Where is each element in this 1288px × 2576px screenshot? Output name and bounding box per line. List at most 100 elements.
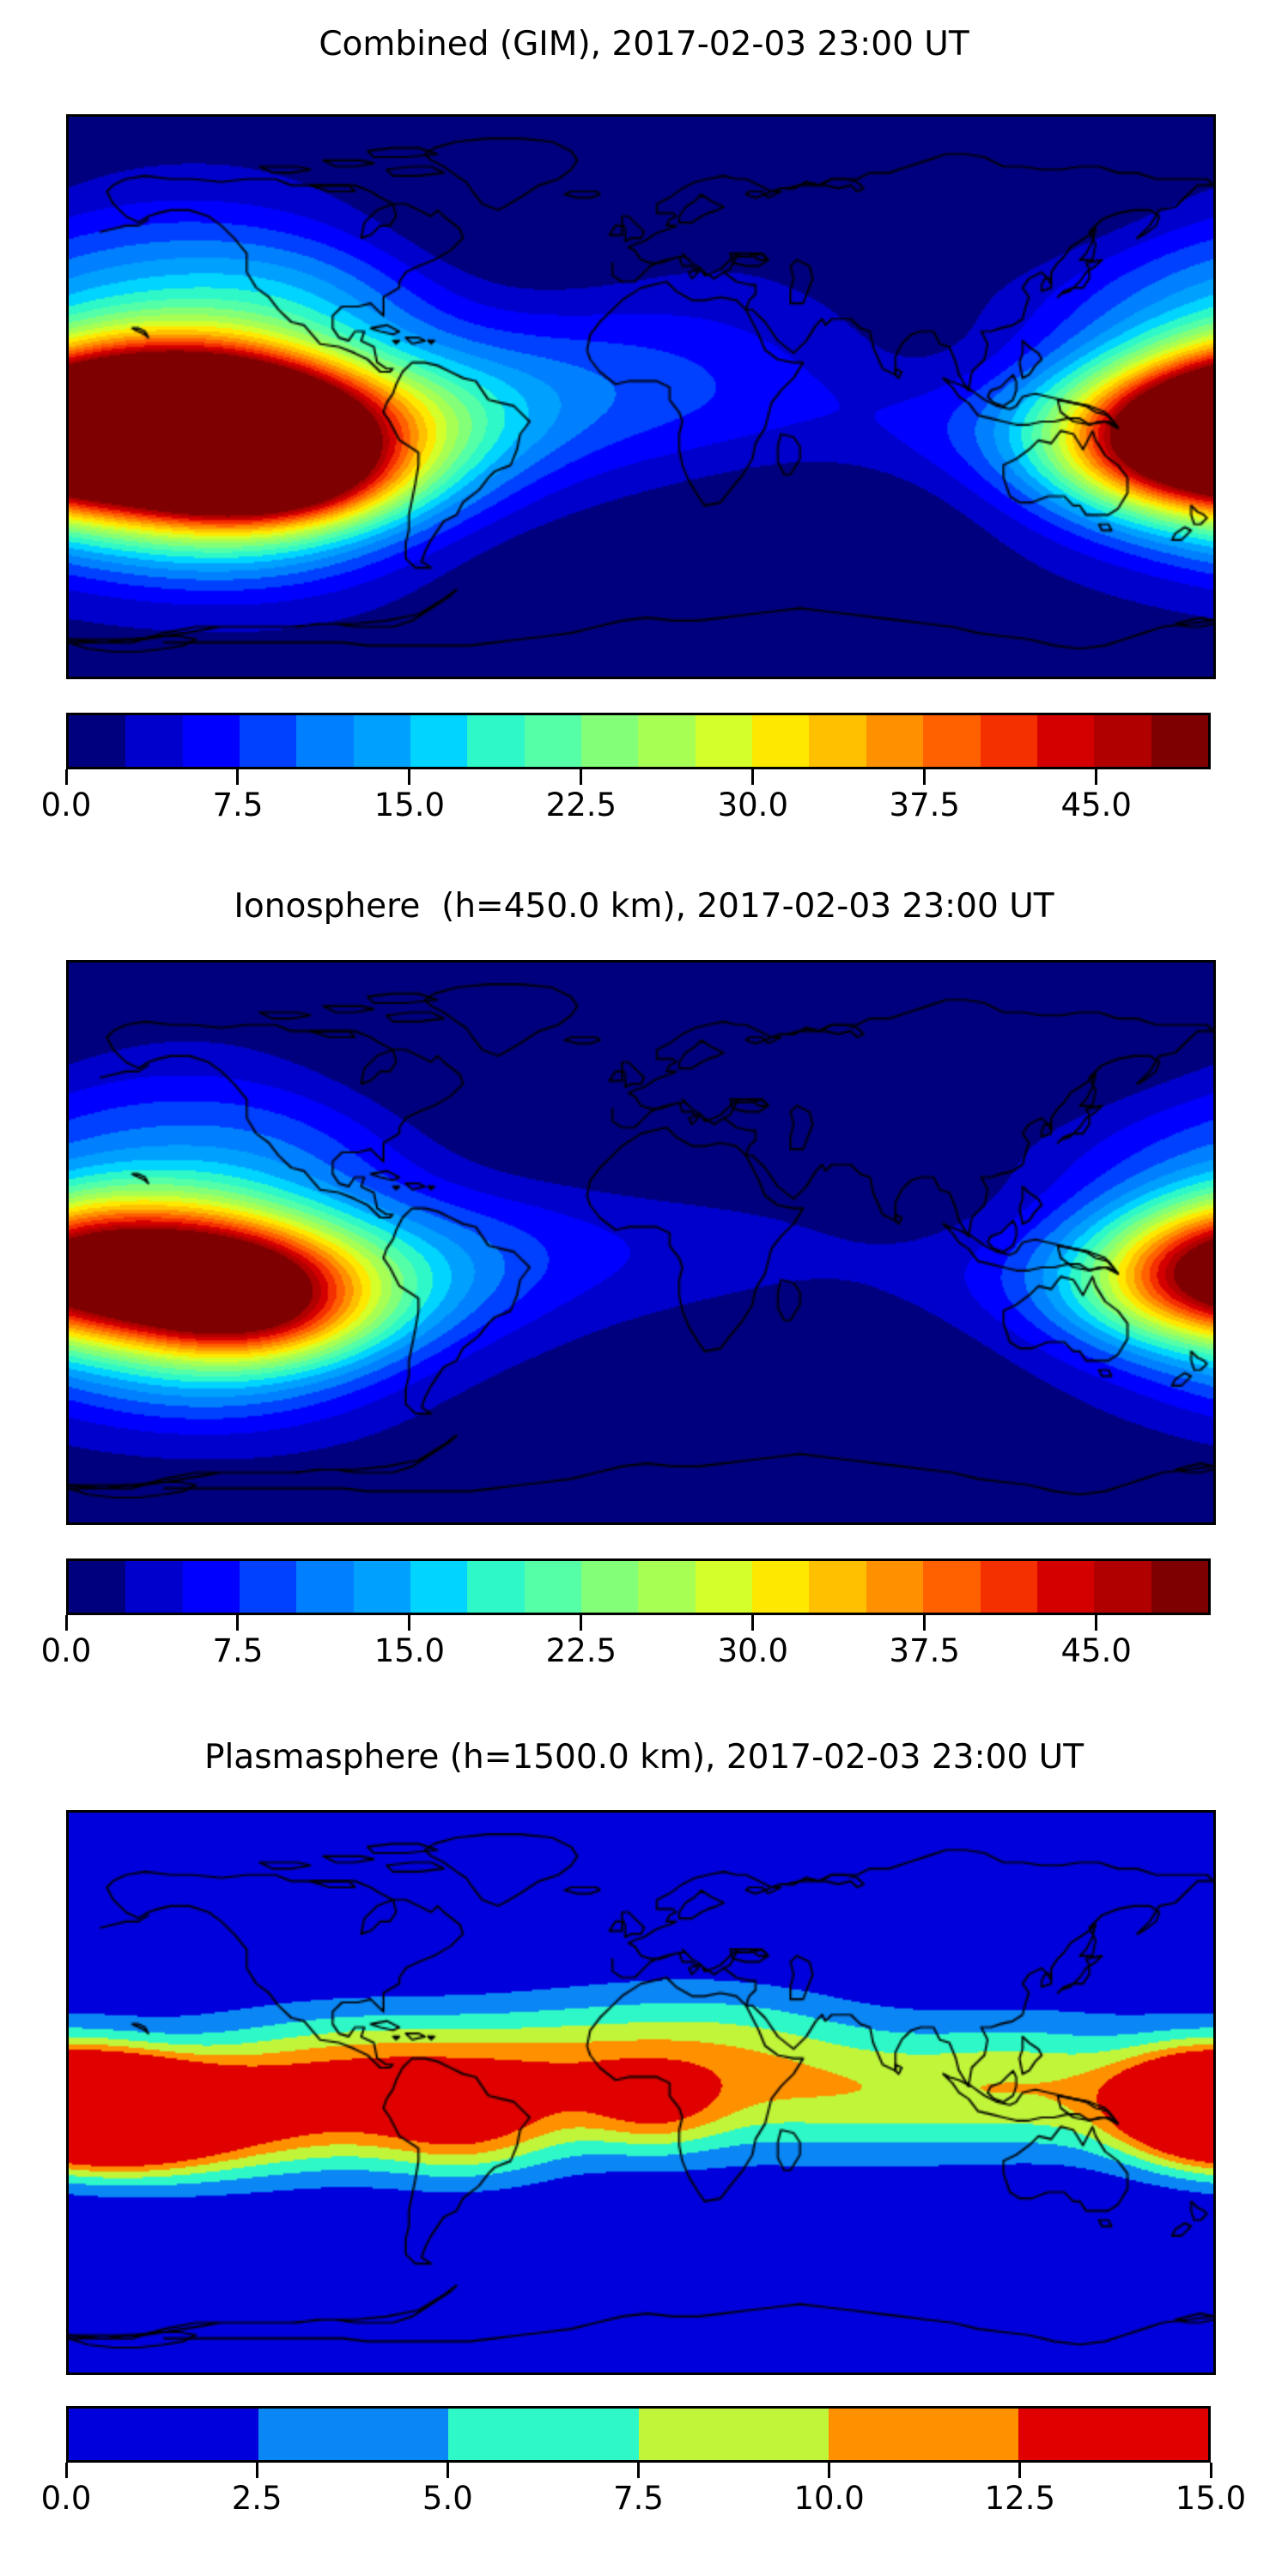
colorbar-plasmasphere: 0.0 2.5 5.0 7.5 10.0 12.5 15.0 (41, 2406, 1247, 2518)
colorbar-band (866, 1561, 924, 1613)
map-combined (66, 114, 1216, 679)
colorbar-band (809, 715, 866, 767)
colorbar-bands-plasmasphere (66, 2406, 1211, 2463)
colorbar-tick-label: 7.5 (613, 2480, 664, 2517)
colorbar-band (695, 1561, 753, 1613)
colorbar-band (182, 715, 240, 767)
colorbar-band (638, 2409, 829, 2460)
colorbar-tick-label: 15.0 (374, 1632, 446, 1669)
colorbar-band (240, 715, 297, 767)
map-canvas-ionosphere (69, 963, 1213, 1522)
colorbar-tick-label: 45.0 (1060, 1632, 1132, 1669)
colorbar-tick-label: 30.0 (717, 1632, 788, 1669)
colorbar-tick (828, 2463, 831, 2478)
colorbar-band (353, 715, 411, 767)
colorbar-band (448, 2409, 639, 2460)
colorbar-band (467, 1561, 525, 1613)
colorbar-tick (1209, 2463, 1212, 2478)
colorbar-band (258, 2409, 449, 2460)
panel-title-plasmasphere: Plasmasphere (h=1500.0 km), 2017-02-03 2… (204, 1738, 1084, 1777)
colorbar-tick (1095, 1615, 1098, 1631)
colorbar-band (1151, 1561, 1208, 1613)
colorbar-band (1036, 715, 1095, 767)
colorbar-band (182, 1561, 240, 1613)
colorbar-tick-label: 12.5 (984, 2480, 1056, 2517)
colorbar-band (980, 1561, 1037, 1613)
colorbar-labels-plasmasphere: 0.0 2.5 5.0 7.5 10.0 12.5 15.0 (41, 2478, 1247, 2518)
colorbar-band (524, 715, 582, 767)
colorbar-tick-label: 15.0 (1175, 2480, 1247, 2517)
colorbar-tick (580, 1615, 583, 1631)
colorbar-band (1036, 1561, 1095, 1613)
colorbar-band (353, 1561, 411, 1613)
map-plasmasphere (66, 1810, 1216, 2375)
panel-combined: Combined (GIM), 2017-02-03 23:00 UT 0.0 7… (0, 0, 1288, 859)
colorbar-tick-label: 37.5 (889, 1632, 960, 1669)
colorbar-tick-label: 22.5 (545, 787, 617, 823)
colorbar-tick (255, 2463, 258, 2478)
colorbar-band (69, 715, 126, 767)
colorbar-band (410, 1561, 468, 1613)
colorbar-tick (408, 769, 411, 785)
colorbar-tick (1095, 769, 1098, 785)
colorbar-ionosphere: 0.0 7.5 15.0 22.5 30.0 37.5 45.0 (41, 1558, 1213, 1670)
colorbar-band (866, 715, 924, 767)
colorbar-tick (236, 1615, 240, 1631)
colorbar-tick-label: 0.0 (40, 2480, 92, 2517)
colorbar-tick (923, 1615, 927, 1631)
panel-title-ionosphere: Ionosphere (h=450.0 km), 2017-02-03 23:0… (234, 887, 1054, 926)
colorbar-bands-ionosphere (66, 1558, 1211, 1615)
colorbar-ticks-ionosphere (64, 1615, 1213, 1631)
colorbar-tick (64, 769, 68, 785)
panel-plasmasphere: Plasmasphere (h=1500.0 km), 2017-02-03 2… (0, 0, 1288, 2517)
colorbar-tick-label: 22.5 (545, 1632, 617, 1669)
colorbar-band (1094, 715, 1151, 767)
colorbar-tick (446, 2463, 449, 2478)
colorbar-tick (64, 1615, 68, 1631)
colorbar-tick (751, 1615, 755, 1631)
colorbar-tick-label: 5.0 (422, 2480, 473, 2517)
colorbar-band (1094, 1561, 1151, 1613)
colorbar-tick-label: 2.5 (231, 2480, 283, 2517)
colorbar-tick-label: 7.5 (212, 787, 264, 823)
colorbar-band (467, 715, 525, 767)
colorbar-bands-combined (66, 713, 1211, 769)
colorbar-band (1151, 715, 1208, 767)
map-ionosphere (66, 960, 1216, 1525)
colorbar-band (923, 1561, 981, 1613)
colorbar-band (695, 715, 753, 767)
colorbar-tick (580, 769, 583, 785)
colorbar-band (752, 715, 810, 767)
colorbar-band (524, 1561, 582, 1613)
colorbar-tick-label: 15.0 (374, 787, 446, 823)
colorbar-band (296, 715, 354, 767)
colorbar-tick (923, 769, 927, 785)
colorbar-ticks-combined (64, 769, 1213, 785)
colorbar-combined: 0.0 7.5 15.0 22.5 30.0 37.5 45.0 (41, 713, 1213, 824)
colorbar-band (125, 715, 183, 767)
colorbar-band (69, 1561, 126, 1613)
map-canvas-combined (69, 117, 1213, 677)
colorbar-tick-label: 0.0 (40, 1632, 92, 1669)
colorbar-tick (408, 1615, 411, 1631)
panel-ionosphere: Ionosphere (h=450.0 km), 2017-02-03 23:0… (0, 0, 1288, 1669)
colorbar-band (638, 1561, 696, 1613)
colorbar-band (638, 715, 696, 767)
colorbar-band (125, 1561, 183, 1613)
colorbar-tick-label: 0.0 (40, 787, 92, 823)
colorbar-tick (1018, 2463, 1022, 2478)
colorbar-ticks-plasmasphere (64, 2463, 1213, 2478)
map-canvas-plasmasphere (69, 1813, 1213, 2372)
colorbar-tick-label: 45.0 (1060, 787, 1132, 823)
colorbar-band (923, 715, 981, 767)
colorbar-band (828, 2409, 1018, 2460)
colorbar-tick-label: 30.0 (717, 787, 788, 823)
colorbar-tick (751, 769, 755, 785)
colorbar-band (240, 1561, 297, 1613)
colorbar-tick-label: 37.5 (889, 787, 960, 823)
colorbar-band (752, 1561, 810, 1613)
colorbar-tick (64, 2463, 68, 2478)
colorbar-tick (236, 769, 240, 785)
colorbar-band (69, 2409, 259, 2460)
